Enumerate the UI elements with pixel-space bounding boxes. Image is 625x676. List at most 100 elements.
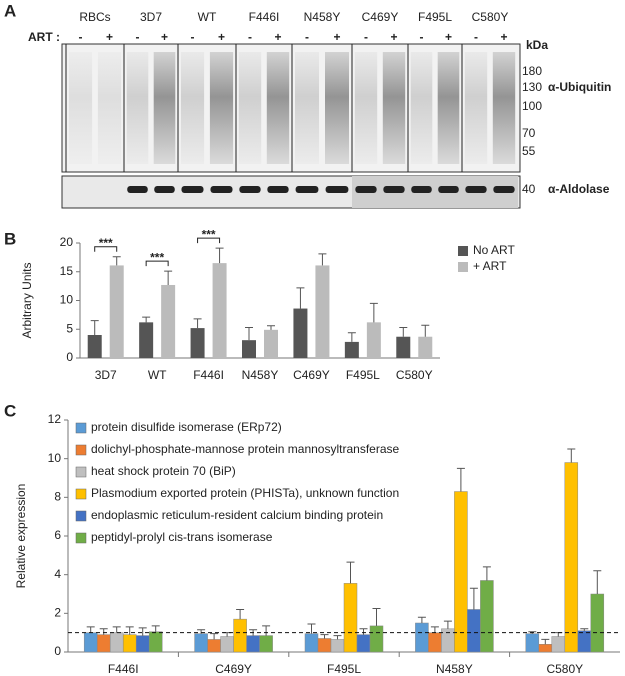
error-bar [430, 626, 439, 633]
error-bar [482, 566, 491, 581]
aldolase-band [295, 186, 319, 193]
sign: + [500, 30, 507, 44]
lane-smear [382, 52, 406, 164]
lane-label: N458Y [304, 10, 341, 24]
error-bar [469, 587, 478, 610]
bar [418, 336, 433, 358]
y-tick-label: 20 [60, 235, 74, 249]
error-bar [593, 570, 602, 594]
legend-label: peptidyl-prolyl cis-trans isomerase [91, 530, 273, 544]
error-bar [112, 626, 121, 633]
y-tick-label: 10 [60, 293, 74, 307]
error-bar [296, 287, 305, 309]
significance-bracket [197, 237, 221, 244]
bar [551, 636, 566, 653]
y-axis-label: Relative expression [14, 484, 28, 589]
error-bar [236, 608, 245, 620]
y-tick-label: 8 [54, 490, 61, 504]
error-bar [347, 332, 356, 342]
bar [135, 635, 150, 653]
bar [577, 630, 592, 653]
blot-background [352, 176, 518, 208]
sign: - [305, 30, 309, 44]
antibody-label: α-Aldolase [548, 182, 610, 196]
y-tick-label: 6 [54, 528, 61, 542]
x-tick-label: F495L [327, 662, 361, 676]
error-bar [223, 632, 232, 637]
error-bar [421, 324, 430, 337]
lane-label: F446I [249, 10, 280, 24]
bar [369, 625, 384, 653]
sign: + [106, 30, 113, 44]
lane-smear [437, 52, 460, 164]
error-bar [456, 467, 465, 492]
y-axis-label: Arbitrary Units [20, 262, 34, 338]
error-bar [90, 320, 99, 335]
bar [525, 633, 540, 653]
bar [344, 341, 359, 358]
lane-smear [153, 52, 176, 164]
sign: + [390, 30, 397, 44]
bar [467, 609, 481, 653]
x-tick-label: 3D7 [95, 368, 117, 382]
aldolase-band [127, 186, 148, 193]
x-tick-label: C469Y [215, 662, 252, 676]
bar [315, 265, 330, 358]
bar [246, 635, 260, 653]
error-bar [346, 561, 355, 584]
error-bar [307, 623, 316, 634]
bar [304, 633, 319, 653]
error-bar [318, 253, 327, 266]
significance-label: *** [150, 250, 164, 264]
art-label: ART : [28, 30, 60, 44]
sign: + [274, 30, 281, 44]
bar [564, 462, 579, 653]
legend-label: protein disulfide isomerase (ERp72) [91, 420, 282, 434]
lane-smear [238, 52, 262, 164]
bar [428, 632, 442, 653]
bar [396, 336, 411, 358]
legend-swatch [75, 510, 87, 522]
sign: + [333, 30, 340, 44]
legend-swatch [75, 444, 87, 456]
lane-label: WT [198, 10, 217, 24]
bar [233, 618, 247, 653]
bar [343, 583, 358, 653]
sign: + [218, 30, 225, 44]
bar [538, 644, 553, 653]
error-bar [245, 327, 253, 341]
bar [454, 491, 468, 653]
aldolase-band [355, 186, 377, 193]
y-tick-label: 2 [54, 606, 61, 620]
lane-smear [209, 52, 234, 164]
lane-smear [354, 52, 378, 164]
legend-label: No ART [473, 243, 515, 257]
aldolase-band [267, 186, 289, 193]
x-tick-label: C580Y [396, 368, 433, 382]
sign: - [79, 30, 83, 44]
lane-smear [410, 52, 433, 164]
lane-smear [97, 52, 122, 164]
bar [109, 632, 124, 653]
significance-bracket [145, 260, 169, 267]
error-bar [215, 247, 224, 264]
error-bar [320, 634, 329, 639]
legend-swatch [458, 262, 468, 272]
bar [212, 263, 227, 358]
bar [161, 284, 176, 358]
lane-smear [126, 52, 149, 164]
bar [330, 639, 345, 653]
legend-label: Plasmodium exported protein (PHISTa), un… [91, 486, 399, 500]
legend-swatch [458, 246, 468, 256]
legend-label: dolichyl-phosphate-mannose protein manno… [91, 442, 400, 456]
lane-smear [325, 52, 349, 164]
x-tick-label: WT [148, 368, 167, 382]
lane-smear [295, 52, 319, 164]
x-tick-label: C469Y [293, 368, 330, 382]
bar [220, 636, 234, 653]
lane-label: 3D7 [140, 10, 162, 24]
error-bar [125, 626, 134, 635]
lane-smear [68, 52, 93, 164]
aldolase-band [438, 186, 459, 193]
aldolase-band [154, 186, 175, 193]
